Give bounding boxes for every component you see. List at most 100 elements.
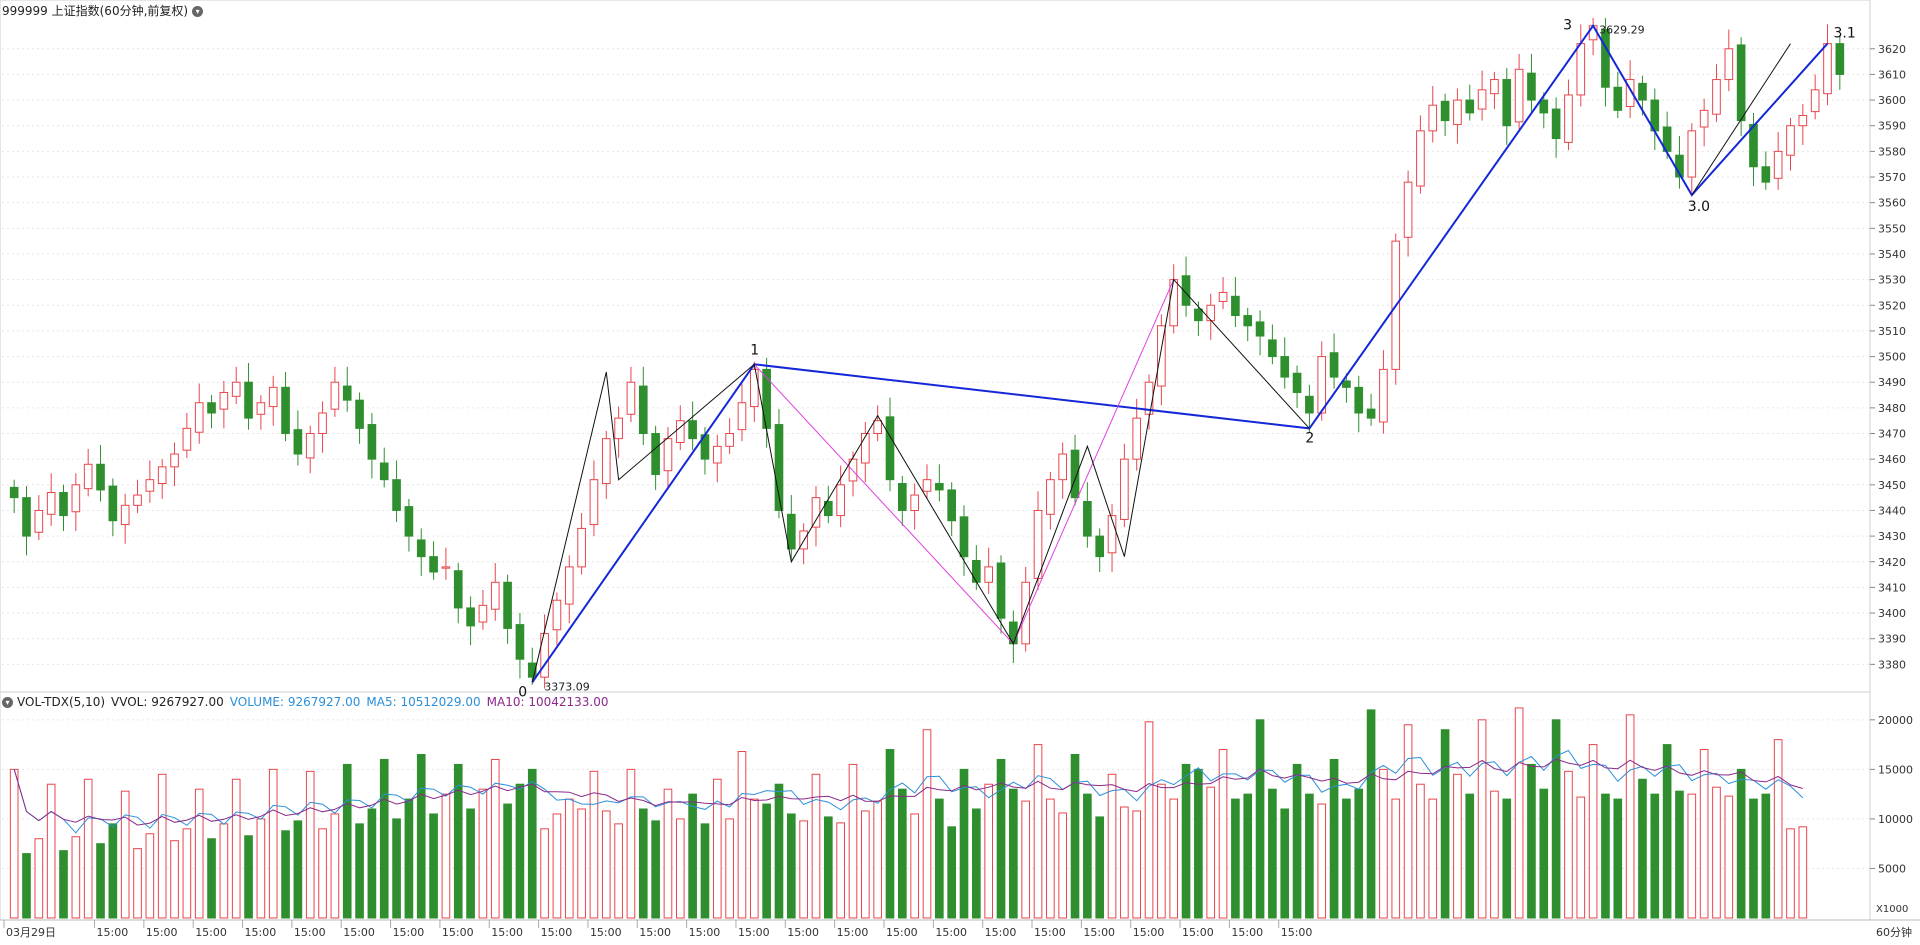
- volume-bar: [1058, 812, 1068, 919]
- volume-bar: [959, 768, 969, 919]
- volume-bar: [1305, 793, 1314, 919]
- candle-body: [688, 420, 697, 440]
- candle-body: [46, 492, 56, 515]
- time-tick-label: 15:00: [886, 926, 918, 939]
- candle-body: [651, 433, 660, 476]
- candle-body: [466, 607, 475, 627]
- candle-body: [898, 483, 907, 511]
- volume-bar: [1773, 739, 1783, 919]
- volume-bar: [540, 828, 549, 919]
- volume-bar: [170, 840, 179, 919]
- candle-body: [577, 527, 586, 568]
- candle-body: [157, 466, 167, 485]
- volume-bar: [1329, 758, 1339, 919]
- candle-body: [120, 504, 130, 526]
- volume-bar: [848, 763, 858, 919]
- volume-bar: [1588, 744, 1598, 919]
- candle-body: [1070, 449, 1080, 499]
- candle-body: [1699, 109, 1709, 128]
- volume-bar: [1502, 798, 1512, 919]
- candle-body: [1046, 479, 1055, 515]
- volume-bar: [59, 850, 68, 919]
- volume-bar: [626, 768, 636, 919]
- candle-body: [1354, 386, 1364, 414]
- price-tick-label: 3580: [1878, 145, 1906, 158]
- wave-label: 2: [1305, 430, 1314, 446]
- volume-bar: [885, 749, 895, 919]
- volume-bar: [318, 828, 327, 919]
- candle-body: [1712, 79, 1721, 115]
- candle-body: [71, 484, 81, 513]
- candle-body: [996, 562, 1006, 619]
- candle-body: [1194, 308, 1203, 322]
- candle-body: [1033, 509, 1043, 579]
- price-tick-label: 3610: [1878, 68, 1906, 81]
- chevron-down-icon[interactable]: ▾: [192, 6, 204, 17]
- candle-body: [330, 381, 340, 410]
- candle-body: [392, 479, 401, 511]
- price-panel-frame: [0, 0, 1871, 693]
- ma5-value: MA5: 10512029.00: [366, 695, 481, 709]
- volume-bar: [207, 838, 216, 919]
- candle-body: [663, 438, 673, 472]
- wave-label: 3: [1563, 18, 1572, 34]
- candle-body: [1268, 339, 1277, 358]
- price-tick-label: 3400: [1878, 607, 1906, 620]
- volume-bar: [589, 770, 599, 919]
- candle-body: [1058, 453, 1068, 481]
- volume-bar: [305, 770, 315, 919]
- wave-label: 3.0: [1688, 199, 1710, 215]
- candle-body: [1231, 295, 1240, 317]
- candle-body: [1157, 325, 1166, 387]
- price-tick-label: 3450: [1878, 479, 1906, 492]
- candle-body: [675, 420, 685, 443]
- candle-body: [823, 500, 833, 517]
- candle-body: [1243, 315, 1253, 327]
- candle-body: [959, 516, 969, 558]
- volume-bar: [1255, 719, 1265, 919]
- candle-body: [1305, 395, 1314, 414]
- volume-bar: [1354, 788, 1364, 919]
- volume-bar: [935, 798, 944, 919]
- volume-tick-label: 10000: [1878, 813, 1913, 826]
- volume-bar: [1736, 768, 1746, 919]
- candle-body: [429, 556, 438, 573]
- volume-bar: [1144, 721, 1154, 919]
- candle-body: [108, 485, 118, 522]
- candle-body: [478, 604, 488, 623]
- volume-bar: [219, 823, 229, 919]
- volume-bar: [811, 773, 821, 919]
- volume-bar: [972, 808, 981, 919]
- candle-body: [811, 497, 821, 528]
- candle-body: [1292, 372, 1302, 393]
- candle-body: [219, 391, 229, 410]
- volume-bar: [1687, 793, 1697, 919]
- candle-body: [145, 479, 155, 492]
- volume-bar: [762, 803, 771, 919]
- candle-body: [490, 581, 500, 610]
- volume-bar: [527, 768, 537, 919]
- volume-bar: [9, 768, 19, 919]
- volume-bar: [823, 816, 833, 919]
- candle-body: [1564, 94, 1573, 143]
- candle-body: [1490, 79, 1499, 95]
- time-tick-label: 15:00: [1034, 926, 1066, 939]
- volume-bar: [108, 823, 118, 919]
- price-tick-label: 3470: [1878, 428, 1906, 441]
- volume-bar: [1009, 788, 1018, 919]
- candle-body: [1835, 43, 1845, 75]
- candle-body: [1502, 79, 1512, 127]
- chevron-down-icon[interactable]: ▾: [2, 697, 13, 708]
- time-tick-label: 15:00: [541, 926, 573, 939]
- volume-tick-label: 20000: [1878, 714, 1913, 727]
- price-tick-label: 3490: [1878, 376, 1906, 389]
- volume-bar: [182, 828, 192, 919]
- candle-body: [1132, 417, 1142, 460]
- ma10-value: MA10: 10042133.00: [486, 695, 609, 709]
- candle-body: [1206, 304, 1216, 322]
- volume-bar: [774, 783, 784, 919]
- time-tick-label: 03月29日: [6, 926, 56, 939]
- volume-bar: [453, 763, 463, 919]
- candle-body: [972, 559, 981, 583]
